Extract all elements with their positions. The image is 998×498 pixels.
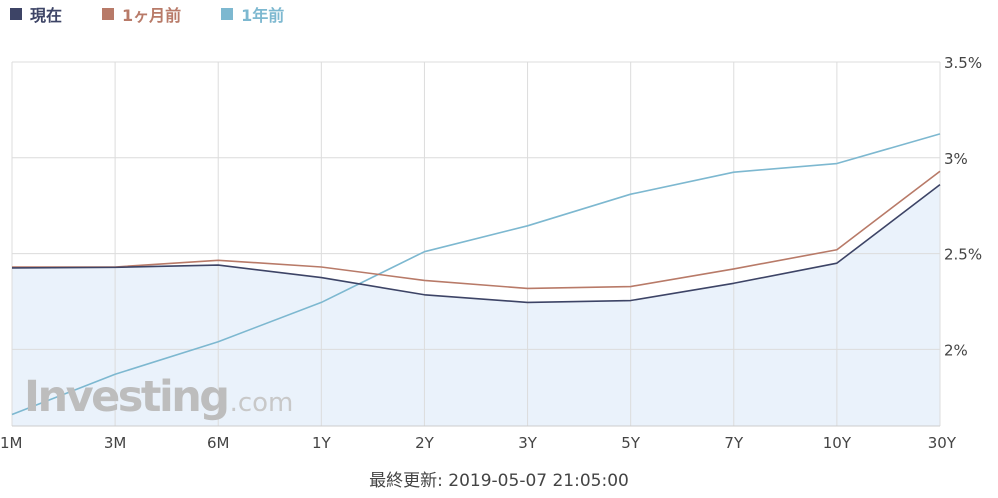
chart-legend: 現在 1ヶ月前 1年前 (10, 2, 324, 26)
x-tick-label: 5Y (621, 434, 641, 452)
x-tick-label: 6M (207, 434, 230, 452)
legend-label-1-month-ago: 1ヶ月前 (122, 6, 182, 25)
legend-item-current[interactable]: 現在 (10, 2, 62, 26)
series-line-1 (12, 170, 941, 290)
x-tick-label: 1M (0, 434, 23, 452)
y-tick-label: 2.5% (944, 246, 982, 264)
x-tick-label: 30Y (928, 434, 957, 452)
legend-label-1-year-ago: 1年前 (241, 6, 285, 25)
legend-label-current: 現在 (30, 6, 63, 25)
x-tick-label: 10Y (823, 434, 852, 452)
x-tick-label: 3M (104, 434, 127, 452)
y-tick-label: 2% (944, 341, 968, 359)
y-tick-label: 3.5% (944, 54, 982, 72)
legend-item-1-year-ago[interactable]: 1年前 (221, 2, 284, 26)
x-tick-label: 2Y (415, 434, 435, 452)
legend-swatch-current (10, 8, 22, 20)
x-tick-label: 7Y (724, 434, 744, 452)
x-tick-label: 1Y (312, 434, 332, 452)
series-line-2 (11, 133, 941, 416)
y-tick-label: 3% (944, 150, 968, 168)
last-updated-text: 最終更新: 2019-05-07 21:05:00 (369, 471, 629, 491)
legend-swatch-1-year-ago (221, 8, 234, 20)
x-tick-label: 3Y (518, 434, 538, 452)
current-series-area (12, 184, 940, 426)
legend-swatch-1-month-ago (102, 8, 115, 20)
series-line-0 (11, 183, 941, 304)
legend-item-1-month-ago[interactable]: 1ヶ月前 (102, 2, 181, 26)
